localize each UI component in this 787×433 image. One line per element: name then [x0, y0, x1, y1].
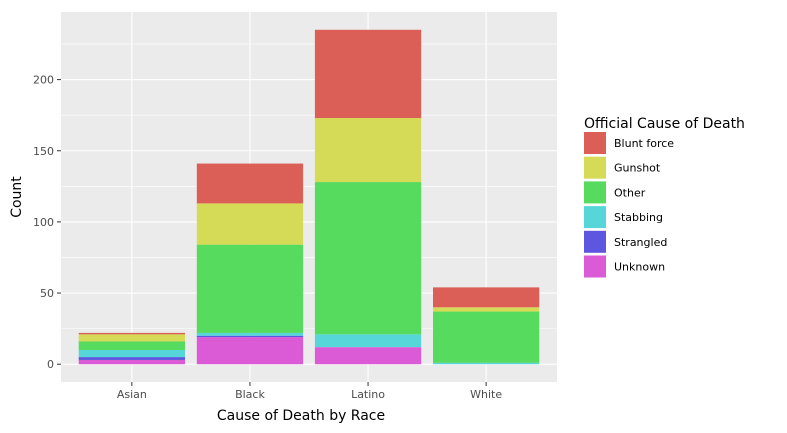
bar-segment	[433, 287, 540, 308]
legend-swatch	[584, 255, 606, 278]
bar-segment	[196, 163, 304, 204]
x-tick-label: Asian	[117, 388, 147, 401]
bar-segment	[78, 349, 185, 358]
legend-swatch	[584, 132, 606, 154]
legend-swatch	[584, 156, 606, 179]
bar-segment	[196, 203, 304, 245]
legend-swatch	[584, 181, 606, 204]
bar-segment	[314, 334, 422, 348]
bar-segment	[196, 332, 304, 336]
x-axis-title: Cause of Death by Race	[217, 408, 385, 424]
bar-segment	[196, 337, 304, 365]
legend-label: Blunt force	[614, 137, 674, 150]
bar-segment	[78, 332, 185, 335]
y-tick-label: 200	[33, 74, 54, 87]
bar-segment	[314, 347, 422, 365]
y-tick-label: 150	[33, 145, 54, 158]
x-tick-label: Latino	[351, 388, 385, 401]
legend-swatch	[584, 230, 606, 253]
legend-label: Other	[614, 186, 646, 199]
bar-segment	[78, 357, 185, 360]
bar-segment	[433, 362, 540, 365]
y-tick-label: 100	[33, 216, 54, 229]
bar-segment	[78, 359, 185, 365]
legend-title: Official Cause of Death	[584, 116, 745, 132]
legend-label: Strangled	[614, 236, 667, 249]
x-tick-label: Black	[235, 388, 265, 401]
bar-segment	[314, 29, 422, 119]
y-axis-title: Count	[9, 176, 25, 218]
x-tick-label: White	[470, 388, 502, 401]
axes: 0 50 100 150 200 Asian Black Latino White	[33, 74, 502, 401]
y-tick-label: 0	[47, 358, 54, 371]
bars	[78, 29, 540, 365]
bar-segment	[78, 341, 185, 350]
legend-label: Gunshot	[614, 162, 661, 175]
bar-segment	[314, 182, 422, 335]
y-tick-label: 50	[40, 287, 54, 300]
grid-lines	[61, 12, 557, 382]
legend: Official Cause of Death Blunt force Gunsh…	[584, 116, 745, 278]
bar-segment	[78, 334, 185, 342]
bar-segment	[314, 118, 422, 183]
legend-label: Unknown	[614, 261, 665, 274]
bar-segment	[196, 244, 304, 333]
legend-label: Stabbing	[614, 211, 663, 224]
legend-swatch	[584, 206, 606, 229]
bar-segment	[196, 335, 304, 338]
bar-segment	[433, 307, 540, 312]
bar-segment	[433, 311, 540, 363]
